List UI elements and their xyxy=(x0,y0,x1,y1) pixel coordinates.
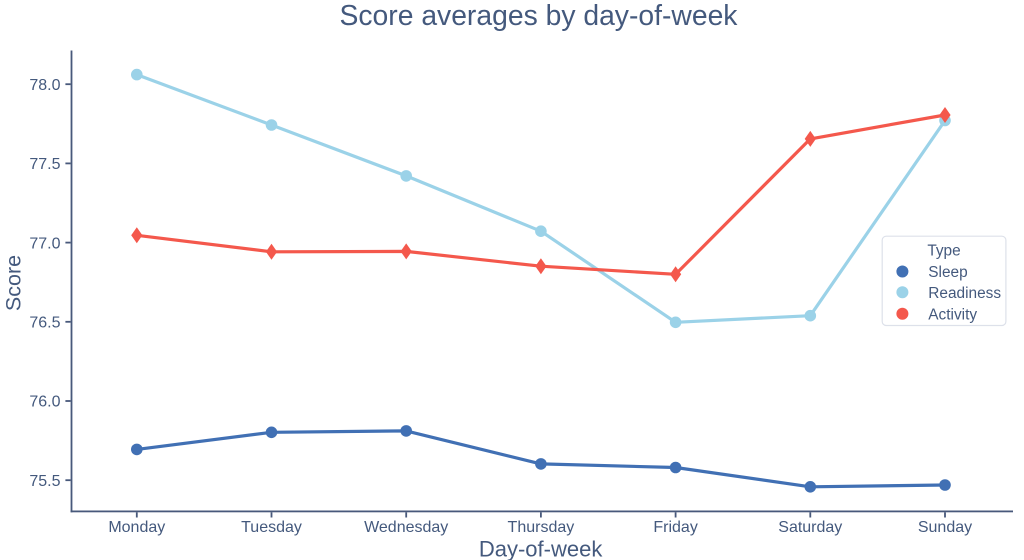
svg-text:Day-of-week: Day-of-week xyxy=(479,537,603,560)
svg-text:78.0: 78.0 xyxy=(29,77,60,94)
svg-text:76.5: 76.5 xyxy=(29,315,60,332)
svg-text:75.5: 75.5 xyxy=(29,473,60,490)
svg-text:Thursday: Thursday xyxy=(508,519,575,536)
svg-text:77.0: 77.0 xyxy=(29,235,60,252)
svg-text:Wednesday: Wednesday xyxy=(364,519,448,536)
svg-text:Monday: Monday xyxy=(108,519,165,536)
svg-text:Tuesday: Tuesday xyxy=(241,519,302,536)
svg-text:Activity: Activity xyxy=(928,306,977,323)
svg-text:Friday: Friday xyxy=(653,519,697,536)
svg-text:76.0: 76.0 xyxy=(29,394,60,411)
svg-text:Sunday: Sunday xyxy=(918,519,972,536)
svg-text:77.5: 77.5 xyxy=(29,156,60,173)
svg-text:Score averages by day-of-week: Score averages by day-of-week xyxy=(340,0,739,31)
svg-text:Sleep: Sleep xyxy=(928,264,967,281)
svg-text:Readiness: Readiness xyxy=(928,285,1001,302)
svg-text:Saturday: Saturday xyxy=(778,519,842,536)
svg-text:Type: Type xyxy=(927,243,960,260)
svg-text:Score: Score xyxy=(2,255,26,311)
